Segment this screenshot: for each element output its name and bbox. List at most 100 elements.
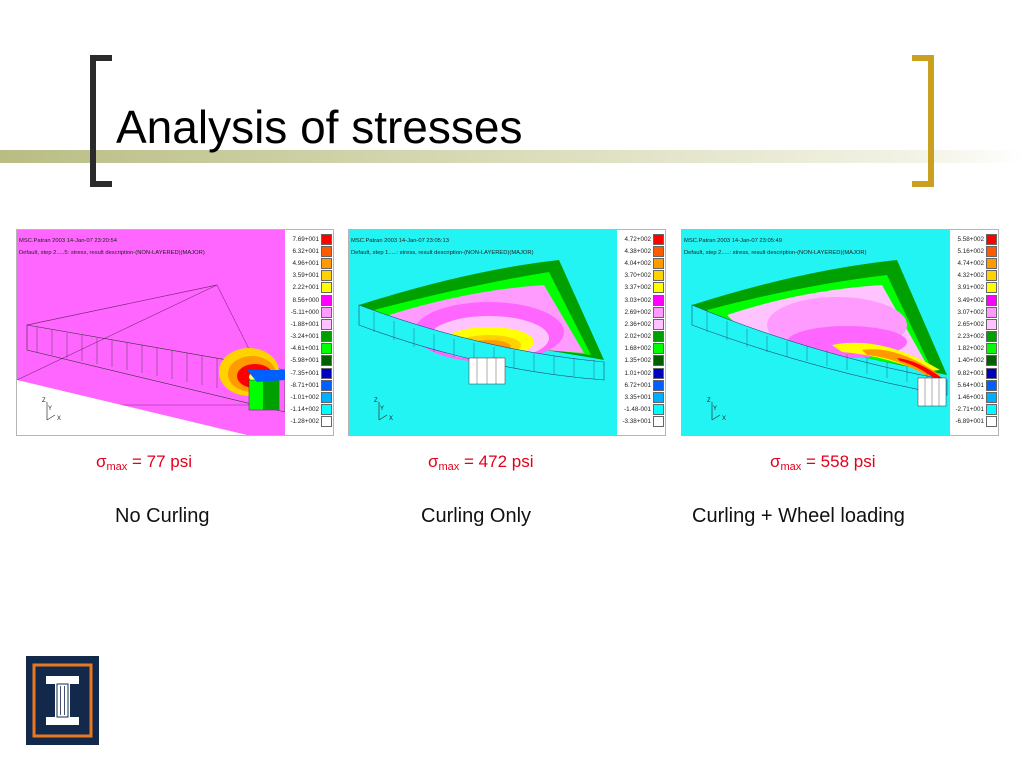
legend-swatch [986,392,997,404]
legend-row: 1.46+001 [951,391,998,404]
legend-row: 1.40+002 [951,355,998,367]
axis-triad [378,402,388,421]
legend-row: -7.35+001 [286,367,333,379]
stress-plot-curling-wheel-loading: Z Y X MSC.Patran 2003 14-Jan-07 23:05:49… [681,229,999,436]
legend-row: 8.56+000 [286,294,333,306]
legend-row: 5.64+001 [951,379,998,391]
legend-row: 2.23+002 [951,331,998,343]
plot-header-line-1: MSC.Patran 2003 14-Jan-07 23:05:13 [351,238,449,244]
legend-value: 4.38+002 [624,247,651,255]
legend-swatch [986,233,997,245]
legend-value: 2.65+002 [957,320,984,328]
caption-curling-only: Curling Only [421,505,532,527]
axis-triad [711,402,721,421]
legend-row: 4.74+002 [951,257,998,269]
legend-swatch [321,367,332,379]
title-underline-band [0,150,1024,163]
legend-row: -2.71+001 [951,404,998,416]
caption-no-curling: No Curling [115,505,210,527]
legend-row: 3.91+002 [951,282,998,294]
legend-swatch [321,392,332,404]
legend-row: -8.71+001 [286,379,333,391]
sigma-subscript: max [106,461,128,473]
sigma-symbol: σ [770,452,781,471]
legend-swatch [653,294,664,306]
legend-row: 2.36+002 [618,318,665,330]
plot-header-line-1: MSC.Patran 2003 14-Jan-07 23:05:49 [684,238,782,244]
legend-value: 3.59+001 [292,272,319,280]
legend-row: 6.32+001 [286,245,333,257]
legend-row: -1.28+002 [286,416,333,428]
sigma-value: = 558 psi [801,452,876,471]
legend-swatch [653,257,664,269]
axis-x-label: X [57,416,61,422]
legend-value: -1.14+002 [290,406,319,414]
legend-row: -3.38+001 [618,416,665,428]
axis-z-label: Z [374,398,378,404]
axis-y-label: Y [380,406,384,412]
legend-row: -1.48-001 [618,404,665,416]
legend-swatch [986,355,997,367]
axis-triad [46,402,56,421]
legend-row: -4.61+001 [286,343,333,355]
legend-value: -2.71+001 [955,406,984,414]
university-logo [26,656,99,745]
color-legend: 4.72+002 4.38+002 4.04+002 3.70+002 3.37+002… [618,233,665,428]
sigma-symbol: σ [428,452,439,471]
legend-value: 4.96+001 [292,259,319,267]
legend-value: -5.11+000 [290,308,319,316]
legend-row: -6.89+001 [951,416,998,428]
legend-row: -1.01+002 [286,391,333,404]
sigma-subscript: max [780,461,802,473]
legend-value: 4.74+002 [957,259,984,267]
legend-swatch [321,257,332,269]
legend-row: -3.24+001 [286,331,333,343]
legend-swatch [321,379,332,391]
contour-plot: Z Y X [682,230,950,435]
legend-swatch [321,416,332,428]
legend-value: -7.35+001 [290,369,319,377]
legend-value: 4.04+002 [624,259,651,267]
slide-title: Analysis of stresses [116,101,523,153]
legend-value: 1.01+002 [624,369,651,377]
legend-swatch [986,367,997,379]
contour-plot: Z Y X [17,230,285,435]
legend-value: 4.72+002 [624,235,651,243]
legend-swatch [653,318,664,330]
legend-row: 5.16+002 [951,245,998,257]
sigma-symbol: σ [96,452,107,471]
legend-value: -1.48-001 [624,406,651,414]
legend-row: 6.72+001 [618,379,665,391]
legend-swatch [986,379,997,391]
legend-swatch [986,306,997,318]
legend-value: 2.02+002 [624,333,651,341]
plot-header-line-1: MSC.Patran 2003 14-Jan-07 23:20:54 [19,238,117,244]
legend-row: 3.35+001 [618,391,665,404]
stress-plot-no-curling: Z Y X MSC.Patran 2003 14-Jan-07 23:20:54… [16,229,334,436]
legend-row: 3.37+002 [618,282,665,294]
legend-value: 1.46+001 [957,394,984,402]
legend-value: 3.03+002 [624,296,651,304]
legend-swatch [321,318,332,330]
legend-value: 3.37+002 [624,284,651,292]
legend-value: 1.82+002 [957,345,984,353]
legend-row: 4.72+002 [618,233,665,245]
legend-swatch [986,294,997,306]
legend-row: 1.01+002 [618,367,665,379]
legend-row: 2.69+002 [618,306,665,318]
legend-swatch [321,355,332,367]
legend-row: 7.69+001 [286,233,333,245]
caption-curling-wheel: Curling + Wheel loading [692,505,905,527]
legend-swatch [986,416,997,428]
legend-value: 3.70+002 [624,272,651,280]
axis-y-label: Y [48,406,52,412]
legend-swatch [653,355,664,367]
sigma-subscript: max [438,461,460,473]
legend-swatch [321,233,332,245]
legend-value: 9.82+001 [957,369,984,377]
legend-value: 3.49+002 [957,296,984,304]
legend-row: 2.65+002 [951,318,998,330]
legend-row: 1.68+002 [618,343,665,355]
legend-swatch [653,416,664,428]
axis-y-label: Y [713,406,717,412]
